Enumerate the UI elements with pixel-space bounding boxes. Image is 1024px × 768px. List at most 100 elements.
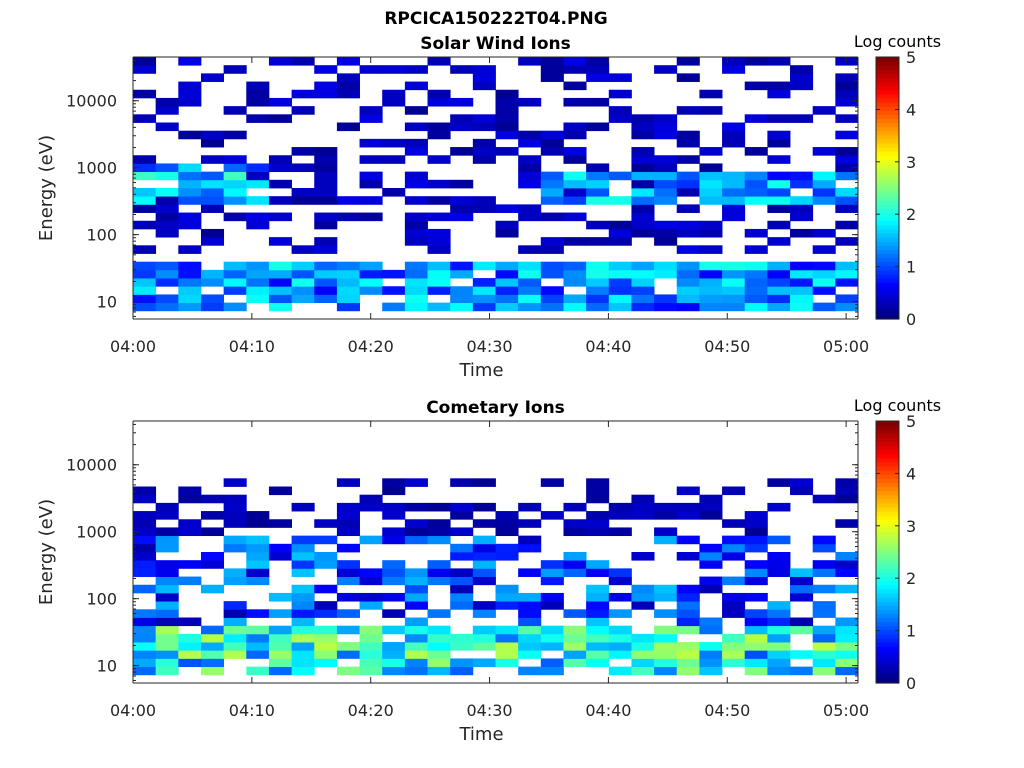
spectrogram-cell <box>155 204 179 213</box>
colorbar-segment <box>876 167 899 173</box>
spectrogram-cell <box>178 302 202 312</box>
spectrogram-cell <box>495 269 519 279</box>
spectrogram-cell <box>427 286 451 295</box>
spectrogram-cell <box>744 228 768 238</box>
spectrogram-cell <box>427 527 451 537</box>
spectrogram-cell <box>654 65 678 74</box>
spectrogram-cell <box>155 220 179 230</box>
spectrogram-cell <box>450 658 474 668</box>
spectrogram-cell <box>314 584 338 594</box>
spectrogram-cell <box>314 609 338 618</box>
spectrogram-cell <box>246 114 270 123</box>
spectrogram-cell <box>631 163 655 173</box>
spectrogram-cell <box>767 568 791 577</box>
spectrogram-cell <box>382 269 406 279</box>
spectrogram-cell <box>835 269 859 279</box>
colorbar-tick-label: 0 <box>906 310 916 329</box>
spectrogram-cell <box>155 543 179 553</box>
colorbar-segment <box>876 188 899 193</box>
spectrogram-cell <box>722 286 746 295</box>
colorbar-segment <box>876 511 899 516</box>
spectrogram-cell <box>744 147 768 156</box>
spectrogram-cell <box>382 89 406 99</box>
colorbar-segment <box>876 147 899 152</box>
spectrogram-cell <box>178 81 202 91</box>
spectrogram-cell <box>336 122 360 132</box>
spectrogram-cell <box>359 568 383 577</box>
spectrogram-cell <box>427 269 451 279</box>
spectrogram-cell <box>676 73 700 82</box>
spectrogram-cell <box>404 220 428 230</box>
spectrogram-cell <box>155 511 179 520</box>
colorbar-segment <box>876 298 899 304</box>
spectrogram-cell <box>133 65 157 74</box>
colorbar-tick-label: 5 <box>906 48 916 67</box>
spectrogram-cell <box>586 57 610 66</box>
spectrogram-cell <box>744 278 768 287</box>
spectrogram-cell <box>246 269 270 279</box>
colorbar-tick-label: 1 <box>906 258 916 277</box>
spectrogram-cell <box>178 519 202 528</box>
spectrogram-cell <box>404 286 428 295</box>
spectrogram-cell <box>518 286 542 295</box>
spectrogram-cell <box>631 650 655 659</box>
spectrogram-cell <box>314 237 338 246</box>
spectrogram-cell <box>835 617 859 627</box>
spectrogram-cell <box>155 576 179 586</box>
colorbar-segment <box>876 118 899 124</box>
spectrogram-cell <box>835 188 859 197</box>
spectrogram-cell <box>676 302 700 312</box>
spectrogram-cell <box>835 89 859 99</box>
spectrogram-cell <box>608 294 632 304</box>
spectrogram-cell <box>835 57 859 66</box>
spectrogram-cell <box>744 625 768 635</box>
spectrogram-cell <box>722 294 746 304</box>
spectrogram-cell <box>835 650 859 659</box>
spectrogram-cell <box>586 302 610 312</box>
colorbar-segment <box>876 486 899 492</box>
spectrogram-cell <box>608 609 632 618</box>
spectrogram-cell <box>676 601 700 610</box>
spectrogram-cell <box>722 302 746 312</box>
spectrogram-cell <box>178 89 202 99</box>
spectrogram-cell <box>359 625 383 635</box>
spectrogram-cell <box>382 609 406 618</box>
spectrogram-cell <box>404 502 428 512</box>
spectrogram-cell <box>246 535 270 545</box>
colorbar-segment <box>876 237 899 242</box>
spectrogram-cell <box>790 584 814 594</box>
spectrogram-cell <box>812 609 836 618</box>
spectrogram-cell <box>246 543 270 553</box>
spectrogram-cell <box>540 237 564 246</box>
spectrogram-cell <box>359 155 383 164</box>
colorbar-segment <box>876 449 899 455</box>
spectrogram-cell <box>133 204 157 213</box>
spectrogram-cell <box>359 179 383 189</box>
spectrogram-cell <box>608 286 632 295</box>
spectrogram-cell <box>178 633 202 643</box>
colorbar-segment <box>876 560 899 565</box>
spectrogram-cell <box>631 261 655 271</box>
spectrogram-cell <box>676 625 700 635</box>
spectrogram-cell <box>790 73 814 82</box>
spectrogram-cell <box>223 576 247 586</box>
spectrogram-cell <box>540 261 564 271</box>
spectrogram-cell <box>835 478 859 487</box>
spectrogram-cell <box>586 584 610 594</box>
spectrogram-cell <box>223 568 247 577</box>
colorbar-segment <box>876 228 899 234</box>
spectrogram-cell <box>223 155 247 164</box>
colorbar-segment <box>876 519 899 524</box>
spectrogram-cell <box>654 237 678 246</box>
spectrogram-cell <box>404 261 428 271</box>
spectrogram-cell <box>586 294 610 304</box>
spectrogram-cell <box>404 147 428 156</box>
spectrogram-cell <box>314 81 338 91</box>
y-tick-label: 10 <box>97 293 117 312</box>
spectrogram-cell <box>586 617 610 627</box>
spectrogram-cell <box>586 188 610 197</box>
spectrogram-cell <box>472 155 496 164</box>
spectrogram-cell <box>563 130 587 140</box>
spectrogram-cell <box>586 179 610 189</box>
